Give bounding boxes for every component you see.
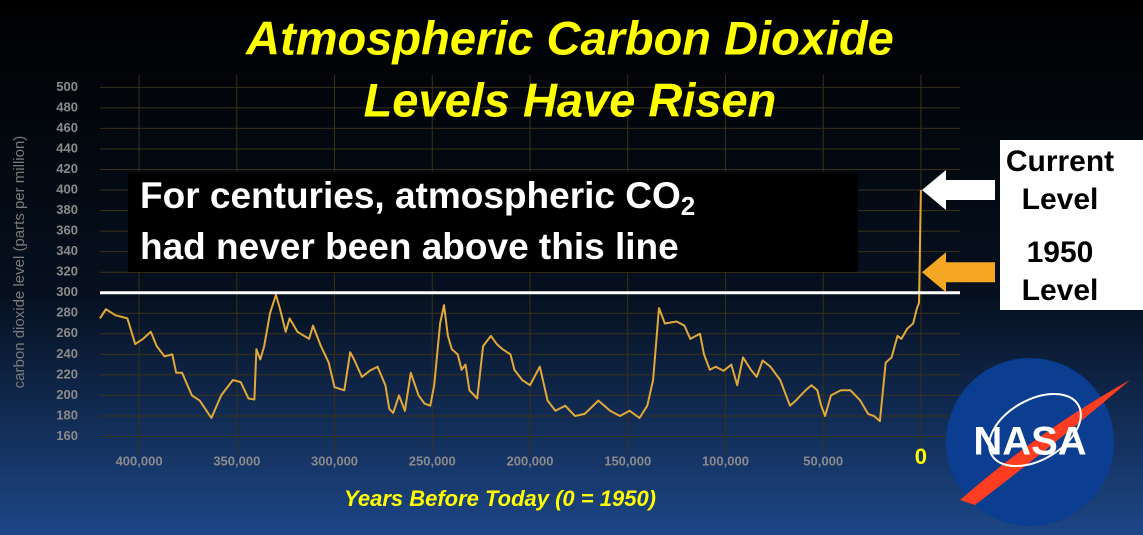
marker-arrow: [922, 252, 995, 293]
annotation-subscript: 2: [681, 191, 695, 221]
y-tick-label: 220: [56, 366, 78, 381]
y-tick-label: 340: [56, 243, 78, 258]
plot: [99, 170, 995, 423]
x-tick-label: 200,000: [507, 453, 554, 468]
chart-title: Atmospheric Carbon Dioxide: [245, 11, 894, 64]
y-tick-label: 160: [56, 428, 78, 443]
y-tick-label: 480: [56, 99, 78, 114]
annotation-box: [128, 172, 858, 272]
y-tick-label: 500: [56, 79, 78, 94]
x-tick-label: 100,000: [702, 453, 749, 468]
x-tick-label: 400,000: [116, 453, 163, 468]
x-tick-label: 50,000: [803, 453, 843, 468]
marker-label: Current: [1006, 145, 1114, 178]
x-tick-label: 300,000: [311, 453, 358, 468]
chart-title: Levels Have Risen: [364, 73, 777, 126]
y-tick-label: 440: [56, 140, 78, 155]
label-panel: [1000, 140, 1143, 310]
annotation-text: had never been above this line: [140, 226, 679, 267]
y-tick-label: 360: [56, 223, 78, 238]
logo-orbit: [988, 392, 1082, 468]
x-tick-label: 0: [915, 444, 927, 469]
x-axis-label: Years Before Today (0 = 1950): [344, 486, 656, 511]
y-tick-label: 260: [56, 325, 78, 340]
marker-label: Level: [1022, 183, 1099, 216]
y-tick-label: 460: [56, 120, 78, 135]
y-tick-label: 380: [56, 202, 78, 217]
y-tick-label: 240: [56, 346, 78, 361]
y-tick-label: 280: [56, 305, 78, 320]
x-tick-label: 150,000: [604, 453, 651, 468]
annotation-text: For centuries, atmospheric CO2: [140, 175, 695, 221]
x-tick-label: 250,000: [409, 453, 456, 468]
y-tick-label: 180: [56, 407, 78, 422]
data-line: [99, 189, 922, 423]
y-tick-label: 320: [56, 264, 78, 279]
annotation-text: For centuries, atmospheric CO: [140, 175, 681, 216]
y-tick-label: 400: [56, 181, 78, 196]
marker-label: 1950: [1027, 236, 1094, 269]
marker-arrow: [922, 170, 995, 211]
logo-text: NASA: [973, 420, 1086, 464]
y-tick-label: 420: [56, 161, 78, 176]
nasa-logo: NASA: [946, 358, 1130, 526]
y-tick-label: 200: [56, 387, 78, 402]
y-axis-label: carbon dioxide level (parts per million): [11, 136, 28, 389]
x-tick-label: 350,000: [213, 453, 260, 468]
y-tick-label: 300: [56, 284, 78, 299]
marker-label: Level: [1022, 274, 1099, 307]
logo-swoosh: [960, 380, 1130, 505]
